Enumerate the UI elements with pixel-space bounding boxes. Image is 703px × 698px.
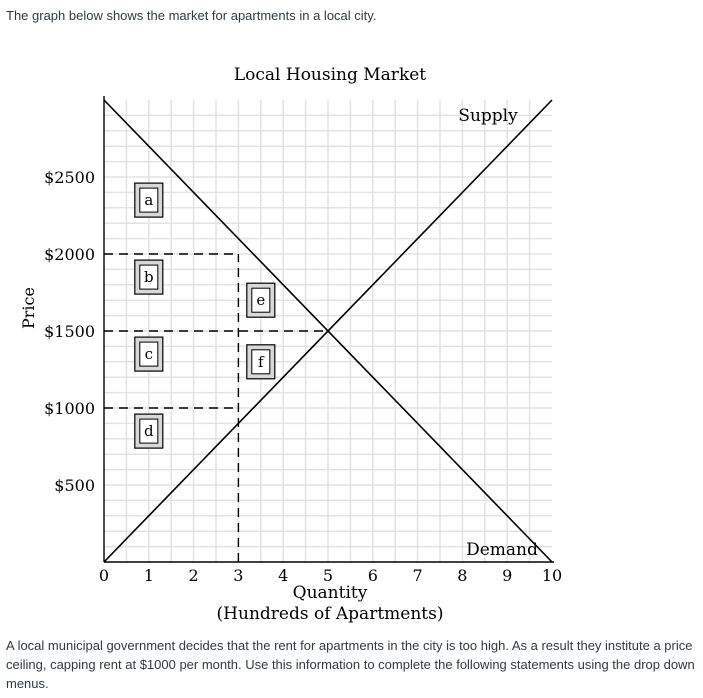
area-label-f: f bbox=[258, 353, 265, 371]
x-tick-label: 5 bbox=[323, 566, 333, 585]
x-tick-label: 3 bbox=[233, 566, 243, 585]
area-label-d: d bbox=[144, 422, 154, 440]
x-axis-sublabel: (Hundreds of Apartments) bbox=[217, 604, 444, 624]
y-tick-label: $2500 bbox=[44, 168, 95, 187]
area-label-inner-a bbox=[139, 187, 159, 213]
area-label-inner-e bbox=[251, 287, 271, 313]
x-tick-label: 9 bbox=[502, 566, 512, 585]
demand-curve bbox=[103, 99, 553, 563]
y-tick-label: $1500 bbox=[44, 322, 95, 341]
area-labels: a b c d e f bbox=[134, 182, 276, 449]
area-label-inner-f bbox=[251, 349, 271, 375]
x-tick-label: 4 bbox=[278, 566, 288, 585]
y-axis-label: Price bbox=[19, 287, 38, 329]
x-axis-label: Quantity bbox=[293, 583, 368, 603]
x-tick-label: 0 bbox=[99, 566, 109, 585]
reference-lines bbox=[104, 253, 328, 562]
x-tick-label: 2 bbox=[189, 566, 199, 585]
x-tick-label: 8 bbox=[457, 566, 467, 585]
area-label-e: e bbox=[256, 291, 265, 309]
housing-market-chart: Local Housing Market Supply Demand 0 1 2 3 4 5… bbox=[19, 65, 562, 624]
tick-labels: 0 1 2 3 4 5 6 7 8 9 10 $500 $1000 $1500 $2000 $2500 bbox=[44, 168, 562, 585]
area-label-a: a bbox=[144, 191, 153, 209]
area-label-c: c bbox=[145, 345, 153, 363]
question-outro: A local municipal government decides tha… bbox=[6, 638, 695, 691]
y-tick-label: $500 bbox=[54, 476, 95, 495]
x-tick-label: 6 bbox=[368, 566, 378, 585]
area-label-inner-b bbox=[139, 264, 159, 290]
chart-axes bbox=[103, 96, 554, 563]
demand-label: Demand bbox=[466, 540, 538, 560]
area-label-inner-d bbox=[139, 418, 159, 444]
x-tick-label: 7 bbox=[413, 566, 423, 585]
y-tick-label: $2000 bbox=[44, 245, 95, 264]
question-intro: The graph below shows the market for apa… bbox=[6, 8, 377, 23]
x-tick-label: 1 bbox=[144, 566, 154, 585]
y-tick-label: $1000 bbox=[44, 399, 95, 418]
supply-label: Supply bbox=[458, 106, 518, 126]
chart-series: Supply Demand bbox=[103, 99, 553, 563]
area-label-b: b bbox=[144, 268, 154, 286]
x-tick-label: 10 bbox=[542, 566, 562, 585]
area-label-inner-c bbox=[139, 341, 159, 367]
chart-title: Local Housing Market bbox=[234, 65, 426, 85]
